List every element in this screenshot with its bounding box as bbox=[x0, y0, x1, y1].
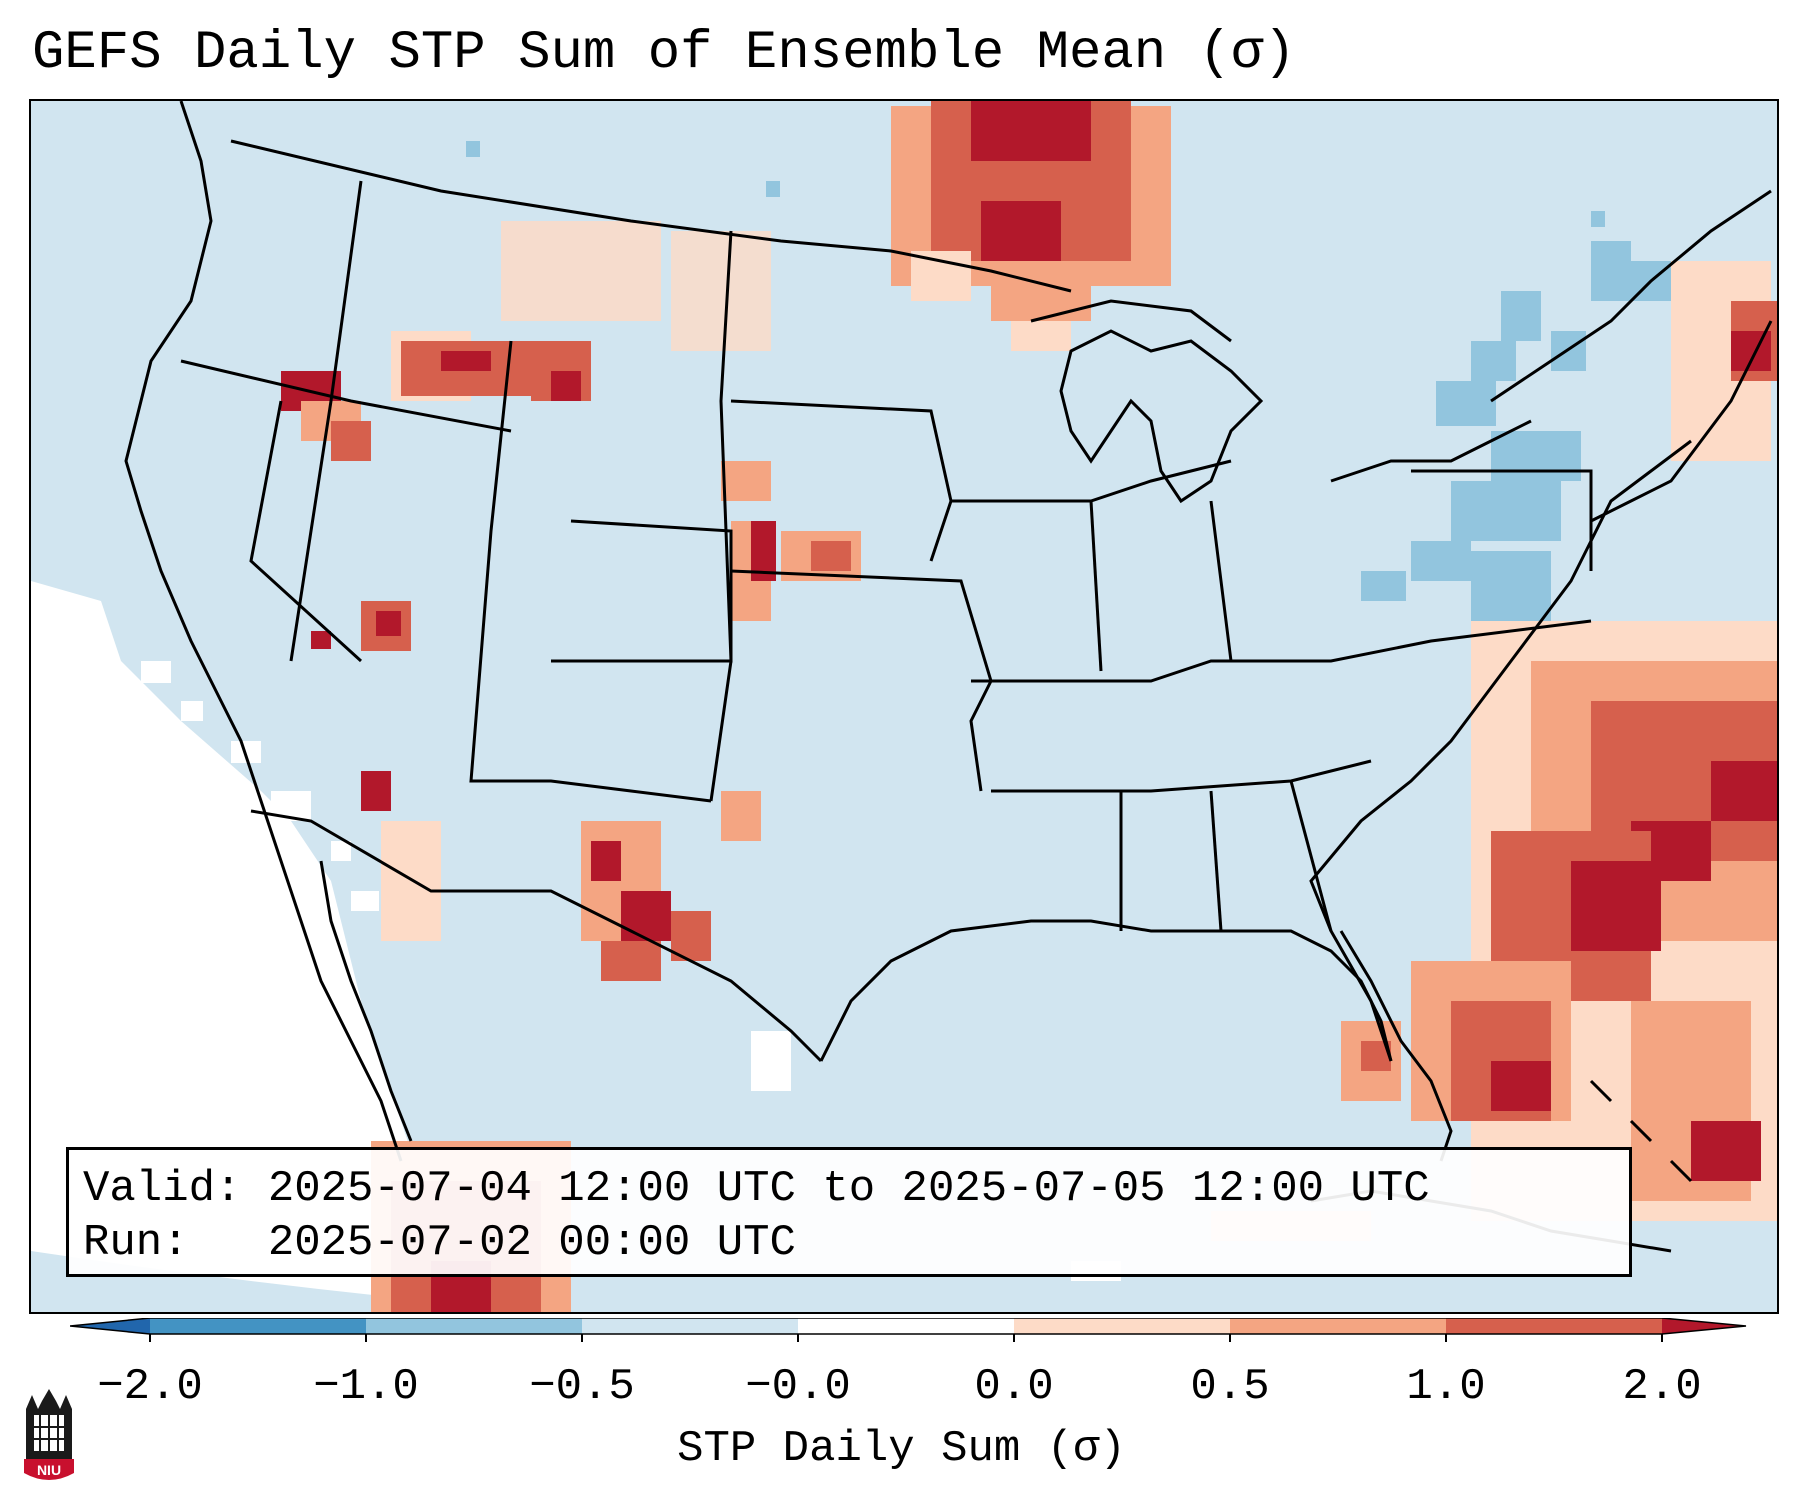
great-lakes-outline bbox=[1059, 329, 1264, 504]
colorbar-bin-2 bbox=[366, 1318, 582, 1334]
gulf-coastline bbox=[819, 919, 1393, 1062]
logo-text: NIU bbox=[37, 1462, 61, 1478]
state-line-5 bbox=[551, 519, 733, 663]
new-england-coast bbox=[1590, 320, 1773, 523]
positive-anomaly-upper-midwest bbox=[891, 101, 1171, 351]
valid-run-info-box: Valid: 2025-07-04 12:00 UTC to 2025-07-0… bbox=[66, 1147, 1632, 1277]
valid-row: Valid: 2025-07-04 12:00 UTC to 2025-07-0… bbox=[83, 1162, 1629, 1216]
positive-anomaly-northwest bbox=[281, 221, 771, 651]
valid-label: Valid: bbox=[83, 1164, 242, 1214]
state-line-6 bbox=[709, 230, 733, 802]
state-line-1 bbox=[180, 359, 512, 433]
tick-label: −0.0 bbox=[745, 1362, 851, 1412]
colorbar bbox=[70, 1318, 1747, 1342]
state-line-9 bbox=[971, 619, 1592, 683]
florida-peninsula bbox=[1339, 930, 1453, 1162]
state-line-17 bbox=[1411, 469, 1593, 571]
valid-value: 2025-07-04 12:00 UTC to 2025-07-05 12:00… bbox=[267, 1164, 1430, 1214]
colorbar-extend-high bbox=[1662, 1318, 1746, 1334]
state-line-15 bbox=[1209, 790, 1223, 932]
tick-label: −0.5 bbox=[529, 1362, 635, 1412]
lake-superior bbox=[1030, 299, 1232, 343]
run-value: 2025-07-02 00:00 UTC bbox=[267, 1218, 796, 1268]
colorbar-bin-7 bbox=[1446, 1318, 1662, 1334]
lake-erie-ontario bbox=[1330, 419, 1532, 483]
map-canvas bbox=[31, 101, 1777, 1312]
colorbar-bin-4 bbox=[798, 1318, 1014, 1334]
near-zero-field bbox=[31, 581, 1121, 1301]
colorbar-label: STP Daily Sum (σ) bbox=[677, 1424, 1126, 1474]
tick-label: 2.0 bbox=[1622, 1362, 1702, 1412]
run-row: Run: 2025-07-02 00:00 UTC bbox=[83, 1216, 1629, 1270]
west-coastline bbox=[124, 101, 403, 1162]
chart-title: GEFS Daily STP Sum of Ensemble Mean (σ) bbox=[32, 23, 1296, 84]
canada-us-border bbox=[230, 139, 1072, 293]
map-panel bbox=[29, 99, 1779, 1314]
state-line-11 bbox=[951, 459, 1232, 503]
niu-castle-logo: NIU bbox=[24, 1389, 74, 1480]
state-line-16 bbox=[1289, 780, 1333, 932]
colorbar-bin-6 bbox=[1230, 1318, 1446, 1334]
tick-label: −2.0 bbox=[97, 1362, 203, 1412]
colorbar-bin-1 bbox=[150, 1318, 366, 1334]
state-line-3 bbox=[249, 400, 363, 663]
tick-label: −1.0 bbox=[313, 1362, 419, 1412]
positive-anomaly-plains bbox=[721, 461, 861, 621]
colorbar-extend-low bbox=[70, 1318, 150, 1334]
state-line-2 bbox=[289, 180, 363, 662]
baja-peninsula bbox=[319, 860, 413, 1142]
run-label: Run: bbox=[83, 1218, 189, 1268]
us-mexico-border bbox=[250, 809, 823, 1063]
colorbar-bin-3 bbox=[582, 1318, 798, 1334]
state-line-12 bbox=[1089, 500, 1103, 672]
colorbar-bin-5 bbox=[1014, 1318, 1230, 1334]
state-line-13 bbox=[1209, 500, 1233, 662]
st-lawrence bbox=[1490, 189, 1772, 403]
colorbar-tick-marks bbox=[149, 1334, 1663, 1342]
positive-anomaly-atlantic-southeast bbox=[1211, 261, 1777, 1241]
tick-label: 0.0 bbox=[974, 1362, 1054, 1412]
state-line-7 bbox=[730, 399, 953, 562]
tick-label: 0.5 bbox=[1190, 1362, 1270, 1412]
state-line-4 bbox=[469, 340, 712, 803]
bahamas bbox=[1589, 1079, 1693, 1183]
tick-label: 1.0 bbox=[1406, 1362, 1486, 1412]
state-line-10 bbox=[991, 759, 1372, 793]
